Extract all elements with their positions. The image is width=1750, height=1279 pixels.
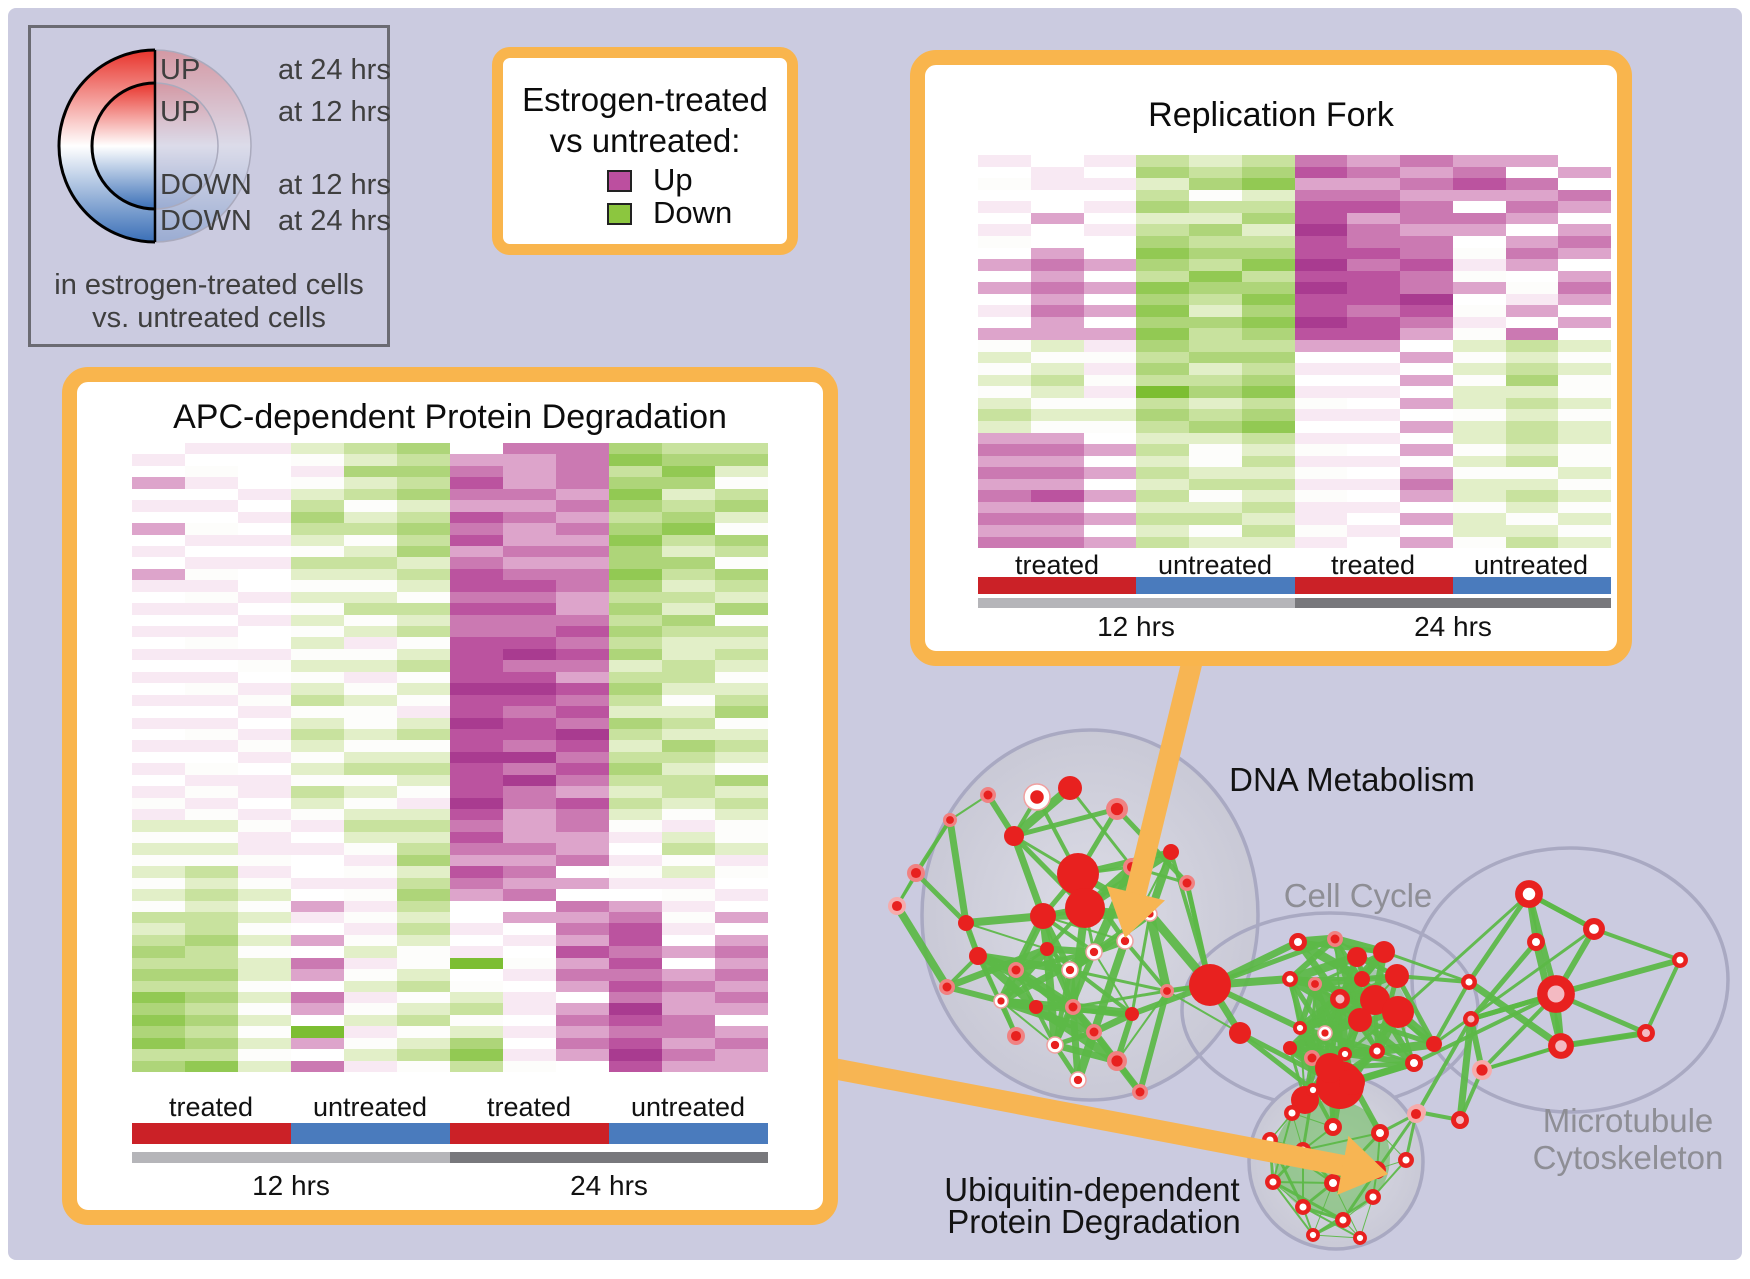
ring-up24-time: at 24 hrs <box>278 54 391 86</box>
apc-treatment-bar <box>132 1123 768 1144</box>
cluster-label-3: Cytoskeleton <box>1532 1139 1724 1176</box>
ring-gradient-diagram <box>57 48 252 244</box>
cluster-label-4: Ubiquitin-dependent <box>944 1171 1240 1208</box>
ring-up12-time: at 12 hrs <box>278 96 391 128</box>
repfork-24hrs-label: 24 hrs <box>1414 611 1492 642</box>
apc-group-label-2: untreated <box>312 1092 428 1122</box>
repfork-time-bar <box>978 598 1611 608</box>
ring-up24-label: UP <box>160 54 201 86</box>
repfork-group-label-3: treated <box>1330 550 1416 580</box>
apc-time-bar <box>132 1152 768 1163</box>
down-swatch <box>607 203 632 225</box>
cluster-label-5: Protein Degradation <box>947 1203 1241 1240</box>
ring-note-line2: vs. untreated cells <box>92 302 326 334</box>
repfork-group-label-1: treated <box>1014 550 1100 580</box>
ring-left-solid <box>57 48 155 244</box>
cluster-label-1: Cell Cycle <box>1283 877 1433 914</box>
repfork-panel-title: Replication Fork <box>1148 96 1394 134</box>
ring-down24-label: DOWN <box>160 205 252 237</box>
panel-apc-degradation: APC-dependent Protein Degradation treate… <box>62 367 838 1225</box>
repfork-heatmap <box>978 155 1611 549</box>
apc-group-label-3: treated <box>486 1092 572 1122</box>
cluster-label-2: Microtubule <box>1542 1102 1714 1139</box>
apc-24hrs-label: 24 hrs <box>570 1170 648 1201</box>
ring-down12-time: at 12 hrs <box>278 169 391 201</box>
ring-down12-label: DOWN <box>160 169 252 201</box>
up-swatch <box>607 170 632 192</box>
ring-legend-box: UP at 24 hrs UP at 12 hrs DOWN at 12 hrs… <box>28 25 391 347</box>
ring-right-faded <box>155 49 252 243</box>
ring-note-line1: in estrogen-treated cells <box>54 269 364 301</box>
down-label: Down <box>653 195 733 230</box>
apc-panel-title: APC-dependent Protein Degradation <box>173 398 727 436</box>
repfork-group-label-2: untreated <box>1157 550 1273 580</box>
panel-replication-fork: Replication Fork treated untreated treat… <box>910 50 1632 666</box>
repfork-group-label-4: untreated <box>1473 550 1589 580</box>
cluster-label-0: DNA Metabolism <box>1229 761 1475 798</box>
repfork-12hrs-label: 12 hrs <box>1097 611 1175 642</box>
repfork-treatment-bar <box>978 577 1611 594</box>
apc-group-label-1: treated <box>168 1092 254 1122</box>
apc-12hrs-label: 12 hrs <box>252 1170 330 1201</box>
ring-up12-label: UP <box>160 96 201 128</box>
apc-group-label-4: untreated <box>630 1092 746 1122</box>
up-label: Up <box>653 162 693 197</box>
updown-legend-title-line1: Estrogen-treated <box>522 81 768 118</box>
updown-legend-box: Estrogen-treated vs untreated: Up Down <box>492 47 798 255</box>
ring-down24-time: at 24 hrs <box>278 205 391 237</box>
updown-legend-title-line2: vs untreated: <box>549 122 741 159</box>
apc-heatmap <box>132 443 768 1073</box>
